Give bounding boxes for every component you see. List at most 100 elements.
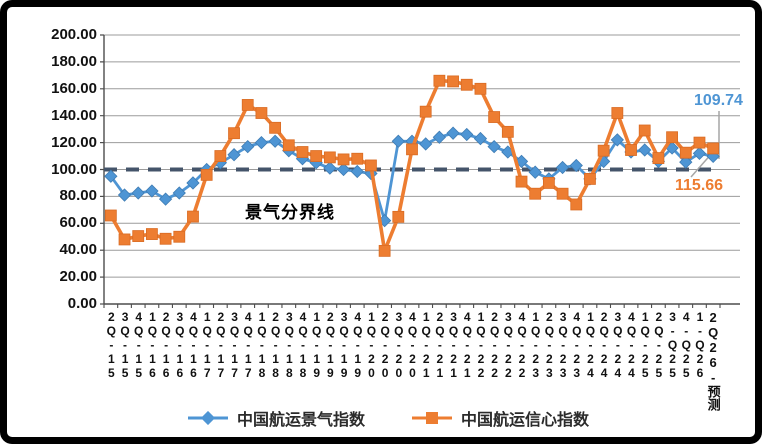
data-point-prosperity-index — [158, 192, 173, 206]
forecast-value-prosperity-index: 109.74 — [694, 92, 743, 109]
data-point-confidence-index — [584, 173, 596, 185]
data-point-prosperity-index — [145, 184, 159, 198]
x-axis-tick-label: 1Q-24 — [583, 310, 598, 380]
x-axis-tick-label: 2Q-15 — [104, 310, 119, 380]
x-axis-tick-label: 4Q-20 — [405, 310, 420, 380]
data-point-confidence-index — [392, 210, 405, 223]
data-point-prosperity-index — [131, 186, 145, 200]
x-axis-tick-label: 2Q-23 — [542, 310, 557, 380]
y-axis-tick-label: 60.00 — [59, 214, 97, 232]
data-point-prosperity-index — [569, 158, 583, 173]
data-point-confidence-index — [419, 105, 432, 118]
data-point-prosperity-index — [432, 130, 447, 144]
data-point-prosperity-index — [241, 139, 255, 154]
x-axis-tick-label: 3-Q25 — [665, 310, 680, 380]
data-point-prosperity-index — [254, 135, 269, 150]
data-point-confidence-index — [597, 144, 610, 157]
x-axis-tick-label: 2Q-17 — [213, 310, 228, 380]
data-point-confidence-index — [570, 198, 583, 211]
data-point-confidence-index — [310, 150, 323, 162]
x-axis-tick-label: 3Q-21 — [446, 310, 461, 380]
x-axis-tick-label: 2Q-16 — [159, 310, 174, 380]
data-point-confidence-index — [200, 168, 213, 181]
x-axis-tick-label: 4Q-17 — [241, 310, 256, 380]
x-axis-tick-label: 2Q26-预测 — [705, 310, 721, 411]
data-point-confidence-index — [433, 74, 446, 87]
data-point-confidence-index — [146, 228, 158, 240]
x-axis-tick-label: 2Q-20 — [378, 310, 393, 380]
x-axis-tick-label: 4Q-24 — [624, 310, 639, 380]
legend-item-prosperity-index: 中国航运景气指数 — [187, 406, 365, 430]
data-point-prosperity-index — [104, 169, 118, 183]
x-axis-tick-label: 4-Q25 — [679, 310, 694, 380]
data-point-prosperity-index — [487, 139, 501, 154]
chart-legend: 中国航运景气指数 中国航运信心指数 — [7, 403, 762, 433]
y-axis-tick-label: 180.00 — [51, 52, 97, 70]
data-point-confidence-index — [228, 127, 240, 140]
x-axis-tick-label: 2Q-22 — [487, 310, 502, 380]
y-axis-tick-label: 40.00 — [59, 241, 97, 259]
y-axis-tick-label: 160.00 — [51, 79, 97, 97]
x-axis-tick-label: 2Q-21 — [432, 310, 447, 380]
x-axis-tick-label: 1Q-20 — [364, 310, 379, 380]
x-axis-tick-label: 4Q-21 — [460, 310, 475, 380]
legend-label-confidence-index: 中国航运信心指数 — [461, 412, 590, 429]
x-axis-tick-label: 3Q-22 — [501, 310, 516, 380]
legend-item-confidence-index: 中国航运信心指数 — [411, 406, 589, 430]
chart-background: 200.00 180.00 160.00 140.00 120.00 100.00 80.0… — [7, 7, 755, 437]
data-point-confidence-index — [269, 121, 282, 134]
data-point-confidence-index — [488, 111, 501, 123]
x-axis-tick-label: 4Q-15 — [131, 310, 146, 380]
data-point-confidence-index — [104, 209, 117, 222]
data-point-confidence-index — [474, 82, 487, 95]
series-line-confidence — [109, 78, 715, 253]
data-point-confidence-index — [351, 152, 364, 165]
data-point-prosperity-index — [336, 162, 351, 177]
y-axis-tick-label: 80.00 — [59, 187, 97, 205]
data-point-prosperity-index — [227, 148, 241, 162]
x-axis-tick-label: 4Q-22 — [515, 310, 529, 380]
data-point-confidence-index — [118, 233, 131, 246]
data-point-prosperity-index — [638, 143, 652, 157]
x-axis-tick-label: 4Q-18 — [295, 310, 310, 380]
data-point-prosperity-index — [391, 134, 405, 148]
data-point-confidence-index — [365, 159, 377, 172]
data-point-prosperity-index — [610, 133, 624, 147]
data-point-confidence-index — [132, 230, 145, 242]
data-point-confidence-index — [611, 107, 624, 119]
data-point-prosperity-index — [186, 176, 200, 190]
data-point-prosperity-index — [268, 134, 282, 148]
data-point-prosperity-index — [460, 127, 474, 142]
data-point-confidence-index — [529, 187, 542, 200]
data-point-confidence-index — [707, 142, 720, 155]
data-point-prosperity-index — [323, 161, 337, 175]
x-axis-tick-label: 1Q-18 — [254, 310, 269, 380]
forecast-value-confidence-index: 115.66 — [675, 177, 724, 194]
x-axis-tick-label: 1Q-23 — [528, 310, 543, 380]
data-point-prosperity-index — [419, 137, 433, 151]
x-axis-tick-label: 1-Q26 — [692, 310, 707, 380]
data-point-confidence-index — [282, 139, 295, 152]
x-axis-tick-label: 4Q-16 — [186, 310, 201, 380]
data-point-prosperity-index — [446, 126, 460, 140]
y-axis-tick-label: 120.00 — [51, 133, 97, 151]
data-point-prosperity-index — [350, 164, 364, 179]
x-axis-tick-label: 3Q-23 — [556, 310, 571, 380]
data-point-confidence-index — [447, 75, 459, 88]
x-axis-tick-label: 2Q-18 — [268, 310, 283, 380]
x-axis-tick-label: 4Q-23 — [569, 310, 584, 380]
x-axis-tick-label: 2Q-25 — [651, 310, 666, 380]
data-point-prosperity-index — [172, 186, 186, 200]
line-chart-canvas — [100, 34, 740, 308]
data-point-confidence-index — [460, 78, 473, 91]
data-point-confidence-index — [625, 144, 637, 156]
data-point-prosperity-index — [555, 160, 570, 175]
x-axis-tick-label: 3Q-19 — [337, 310, 352, 380]
y-axis-tick-label: 20.00 — [59, 268, 97, 286]
data-point-confidence-index — [323, 151, 336, 164]
x-axis-tick-label: 1Q-17 — [200, 310, 215, 380]
data-point-confidence-index — [638, 124, 651, 137]
data-point-confidence-index — [679, 146, 692, 159]
legend-label-prosperity-index: 中国航运景气指数 — [236, 412, 365, 429]
data-point-confidence-index — [515, 175, 528, 188]
